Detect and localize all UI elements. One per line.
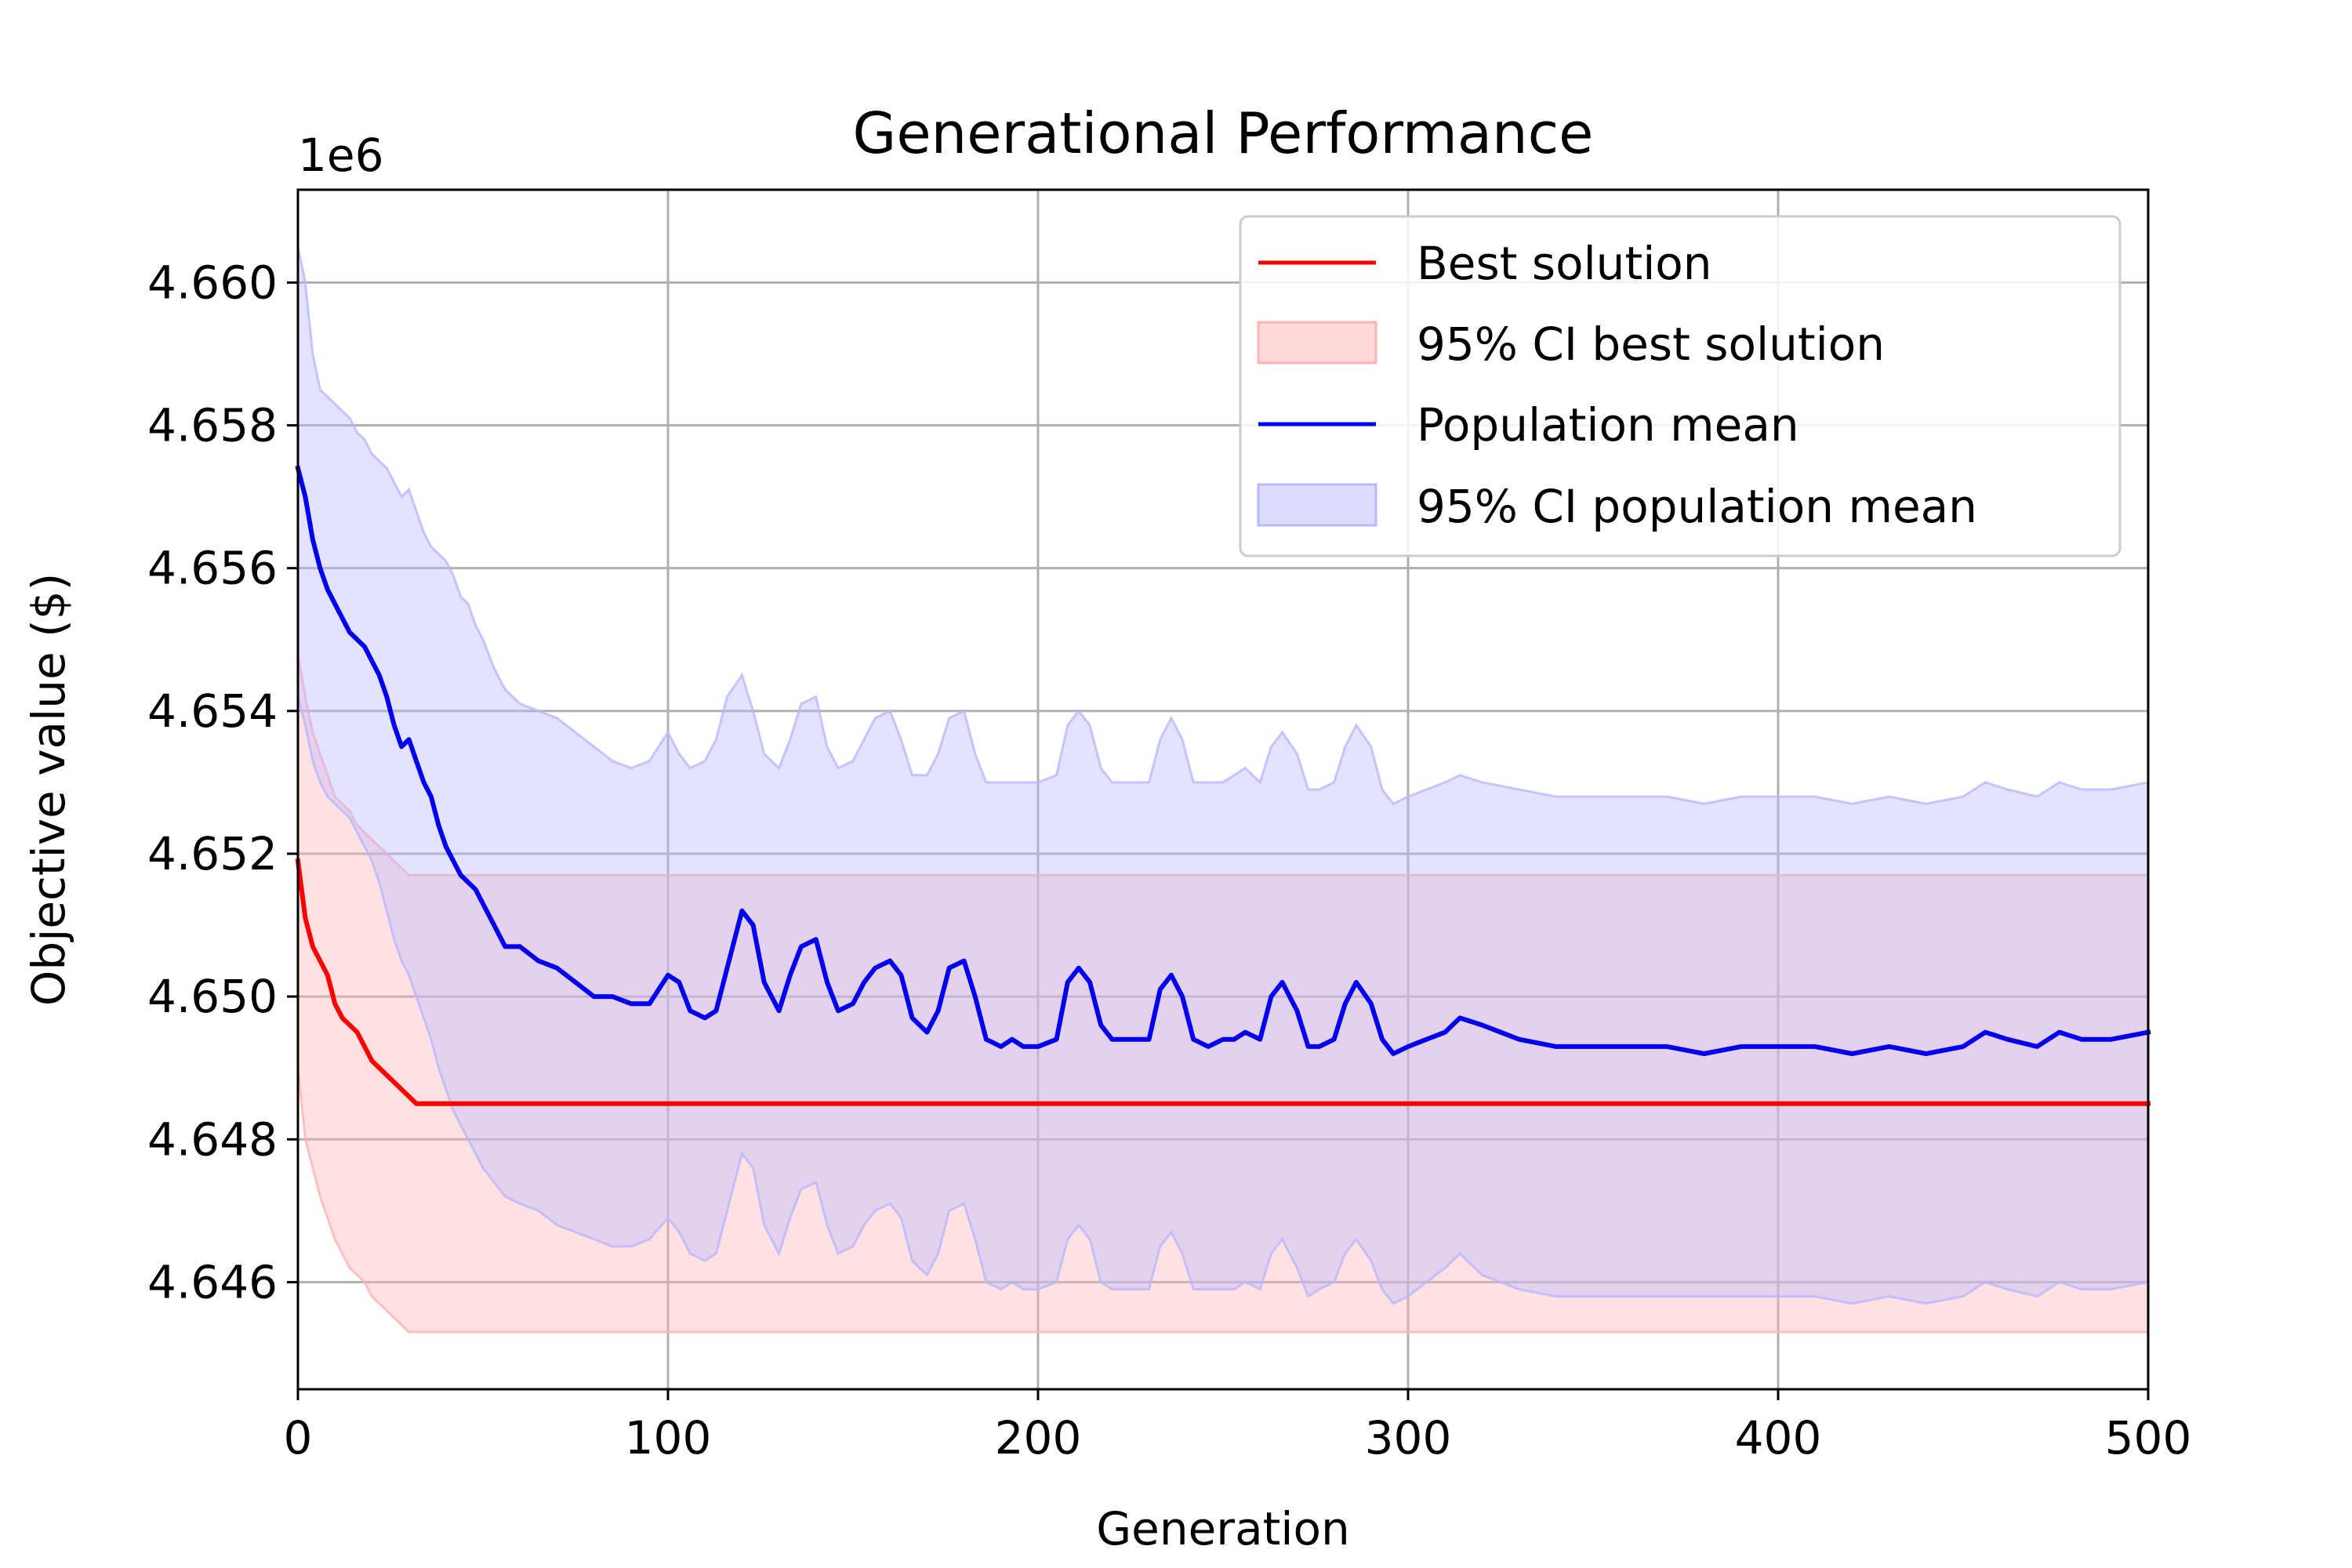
y-tick-label-4.646: 4.646: [147, 1255, 278, 1308]
y-tick-label-4.660: 4.660: [147, 256, 278, 309]
x-tick-label-300: 300: [1365, 1411, 1452, 1465]
legend-swatch-ci-mean: [1257, 483, 1377, 527]
y-tick-label-4.650: 4.650: [147, 970, 278, 1023]
y-tick-label-4.648: 4.648: [147, 1112, 278, 1166]
legend-label-population-mean: Population mean: [1417, 398, 1799, 452]
x-axis-label: Generation: [1096, 1502, 1350, 1555]
legend: Best solution 95% CI best solution Popul…: [1239, 215, 2122, 557]
series-line-mean: [295, 465, 2151, 1056]
legend-swatch-ci-best: [1257, 321, 1377, 365]
y-tick-label-4.658: 4.658: [147, 399, 278, 452]
x-tick-label-400: 400: [1735, 1411, 1822, 1465]
legend-label-ci-best: 95% CI best solution: [1417, 318, 1885, 371]
y-offset-label: 1e6: [298, 129, 384, 182]
legend-label-ci-mean: 95% CI population mean: [1417, 480, 1977, 533]
x-tick-label-100: 100: [625, 1411, 712, 1465]
series-lines: [295, 465, 2151, 1106]
series-line-best: [295, 858, 2151, 1106]
y-tick-label-4.656: 4.656: [147, 542, 278, 595]
legend-label-best-solution: Best solution: [1417, 237, 1712, 290]
y-axis-label: Objective value ($): [22, 573, 75, 1006]
x-tick-label-200: 200: [995, 1411, 1082, 1465]
x-tick-label-0: 0: [284, 1411, 313, 1465]
plot-frame: [296, 188, 2150, 1391]
y-tick-label-4.652: 4.652: [147, 827, 278, 880]
chart-title: Generational Performance: [853, 100, 1594, 166]
x-tick-label-500: 500: [2105, 1411, 2192, 1465]
ticks: 0 100 200 300 400 500 4.646 4.648 4.650 4.652 4.65…: [147, 256, 2191, 1465]
y-tick-label-4.654: 4.654: [147, 684, 278, 738]
legend-frame: [1239, 215, 2122, 557]
